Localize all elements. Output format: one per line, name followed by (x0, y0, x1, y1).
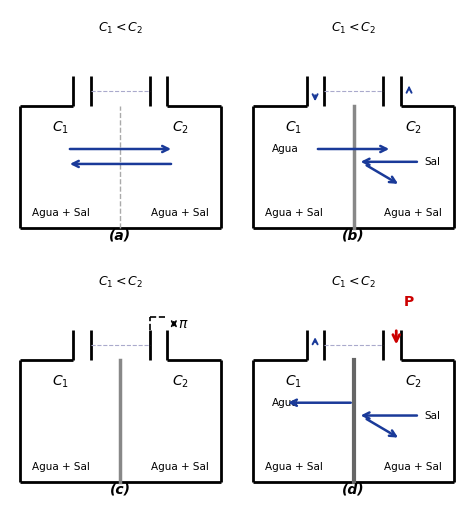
Text: Agua + Sal: Agua + Sal (151, 462, 209, 472)
Text: $C_1<C_2$: $C_1<C_2$ (98, 21, 143, 36)
Text: $C_1<C_2$: $C_1<C_2$ (98, 274, 143, 290)
Text: $\pi$: $\pi$ (178, 317, 189, 331)
Text: $C_2$: $C_2$ (405, 373, 422, 389)
Text: $C_1<C_2$: $C_1<C_2$ (331, 21, 376, 36)
Text: (b): (b) (342, 229, 365, 243)
Text: $C_2$: $C_2$ (172, 373, 189, 389)
Text: Sal: Sal (424, 411, 440, 420)
Text: (a): (a) (109, 229, 131, 243)
Text: $C_1$: $C_1$ (285, 120, 302, 136)
Text: P: P (404, 295, 414, 309)
Text: $C_1$: $C_1$ (52, 373, 69, 389)
Text: $C_1<C_2$: $C_1<C_2$ (331, 274, 376, 290)
Text: Agua + Sal: Agua + Sal (265, 208, 323, 218)
Text: Agua + Sal: Agua + Sal (32, 462, 90, 472)
Text: $C_2$: $C_2$ (172, 120, 189, 136)
Text: $C_1$: $C_1$ (285, 373, 302, 389)
Text: $C_2$: $C_2$ (405, 120, 422, 136)
Text: (d): (d) (342, 483, 365, 497)
Text: Agua + Sal: Agua + Sal (265, 462, 323, 472)
Text: Agua: Agua (273, 144, 299, 154)
Text: Agua + Sal: Agua + Sal (151, 208, 209, 218)
Text: Agua: Agua (273, 398, 299, 408)
Text: Agua + Sal: Agua + Sal (384, 462, 442, 472)
Text: Sal: Sal (424, 157, 440, 167)
Text: (c): (c) (110, 483, 131, 497)
Text: Agua + Sal: Agua + Sal (384, 208, 442, 218)
Text: Agua + Sal: Agua + Sal (32, 208, 90, 218)
Text: $C_1$: $C_1$ (52, 120, 69, 136)
